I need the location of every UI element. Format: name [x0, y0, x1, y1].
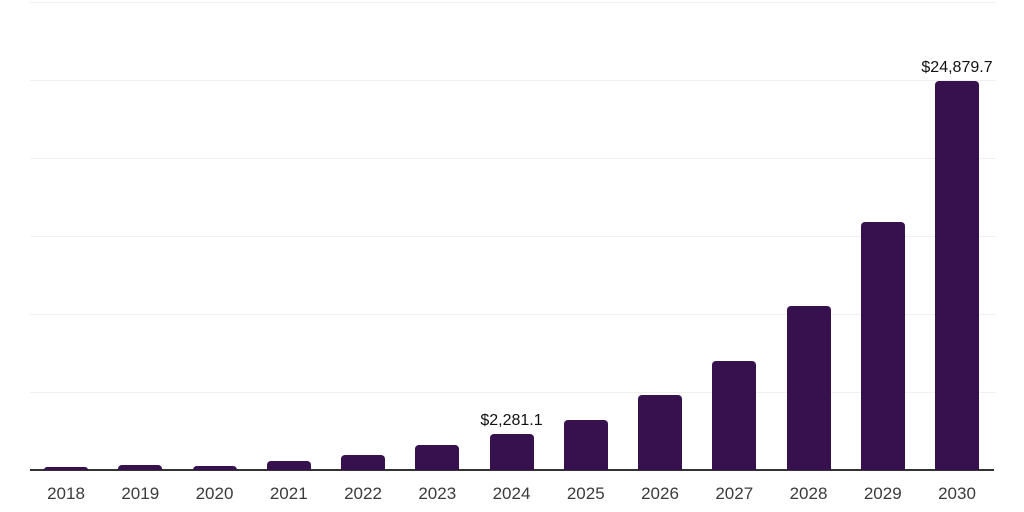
x-axis-label-2030: 2030	[938, 484, 976, 503]
x-axis-label-2024: 2024	[492, 484, 531, 503]
x-axis-label-2020: 2020	[195, 484, 234, 503]
bar-2018[interactable]	[44, 467, 88, 470]
bar-2019[interactable]	[118, 465, 163, 470]
bar-2024[interactable]	[489, 434, 534, 470]
gridline-20000	[30, 157, 996, 159]
x-axis-label-2027: 2027	[715, 484, 754, 503]
bar-2027[interactable]	[712, 360, 757, 470]
bar-2022[interactable]	[341, 454, 385, 470]
x-axis-label-2021: 2021	[269, 484, 308, 503]
x-axis-line	[30, 469, 994, 471]
x-axis-label-2019: 2019	[121, 484, 160, 503]
bar-2020[interactable]	[192, 465, 237, 470]
gridline-5000	[30, 391, 996, 393]
x-axis-label-2026: 2026	[641, 484, 679, 503]
bar-2028[interactable]	[786, 306, 831, 470]
gridline-30000	[30, 1, 996, 3]
data-label-2024: $2,281.1	[480, 412, 543, 430]
gridline-15000	[30, 235, 996, 237]
gridline-10000	[30, 313, 996, 315]
x-axis-label-2018: 2018	[47, 484, 85, 503]
bar-2029[interactable]	[860, 221, 905, 470]
x-axis-label-2025: 2025	[566, 484, 605, 503]
x-axis-label-2022: 2022	[344, 484, 382, 503]
x-axis-label-2028: 2028	[789, 484, 828, 503]
data-label-2030: $24,879.7	[921, 59, 993, 77]
bar-2025[interactable]	[563, 420, 608, 470]
bar-2030[interactable]	[935, 81, 979, 470]
x-axis-label-2023: 2023	[418, 484, 457, 503]
gridline-25000	[30, 79, 996, 81]
x-axis-label-2029: 2029	[863, 484, 902, 503]
bar-2026[interactable]	[638, 395, 682, 470]
bar-2023[interactable]	[415, 444, 460, 470]
bar-2021[interactable]	[266, 460, 311, 470]
